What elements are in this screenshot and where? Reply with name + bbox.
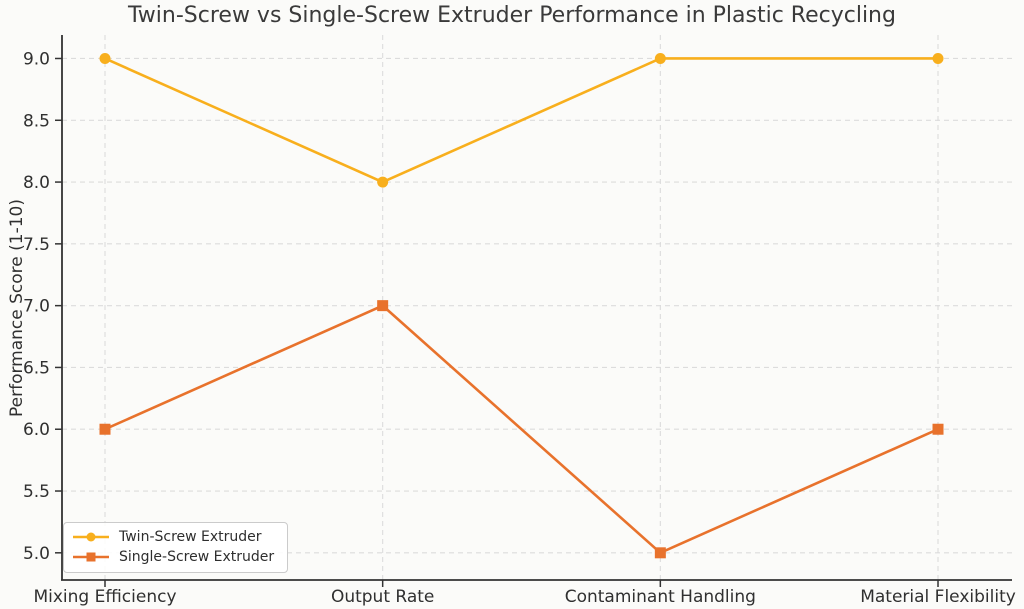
single-screw-line-square-marker-icon [73, 552, 109, 562]
y-tick-label: 5.5 [23, 482, 50, 502]
data-point-single-screw-extruder [99, 423, 111, 435]
legend: Twin-Screw Extruder Single-Screw Extrude… [63, 522, 289, 573]
series-line-single-screw-extruder [104, 304, 939, 555]
data-point-twin-screw-extruder [932, 52, 944, 64]
x-tick-label: Contaminant Handling [565, 587, 756, 607]
data-point-twin-screw-extruder [99, 52, 111, 64]
legend-item-single-screw: Single-Screw Extruder [72, 549, 274, 565]
y-tick-label: 6.0 [23, 420, 50, 440]
series-line-twin-screw-extruder [104, 57, 939, 184]
y-tick-label: 8.5 [23, 111, 50, 131]
data-point-single-screw-extruder [377, 300, 389, 312]
legend-label-single-screw: Single-Screw Extruder [119, 549, 275, 565]
data-point-single-screw-extruder [932, 423, 944, 435]
x-tick-label: Material Flexibility [860, 587, 1016, 607]
chart-title: Twin-Screw vs Single-Screw Extruder Perf… [128, 3, 896, 28]
twin-screw-line-circle-marker-icon [73, 532, 109, 542]
data-point-twin-screw-extruder [654, 52, 666, 64]
y-tick-label: 7.5 [23, 235, 50, 255]
x-tick-label: Output Rate [331, 587, 434, 607]
y-tick-label: 6.5 [23, 358, 50, 378]
legend-item-twin-screw: Twin-Screw Extruder [72, 529, 274, 545]
legend-label-twin-screw: Twin-Screw Extruder [119, 529, 262, 545]
data-point-twin-screw-extruder [377, 176, 389, 188]
y-tick-label: 9.0 [23, 49, 50, 69]
x-tick-label: Mixing Efficiency [33, 587, 176, 607]
y-tick-label: 8.0 [23, 173, 50, 193]
y-tick-label: 5.0 [23, 544, 50, 564]
data-point-single-screw-extruder [654, 547, 666, 559]
y-tick-label: 7.0 [23, 297, 50, 317]
